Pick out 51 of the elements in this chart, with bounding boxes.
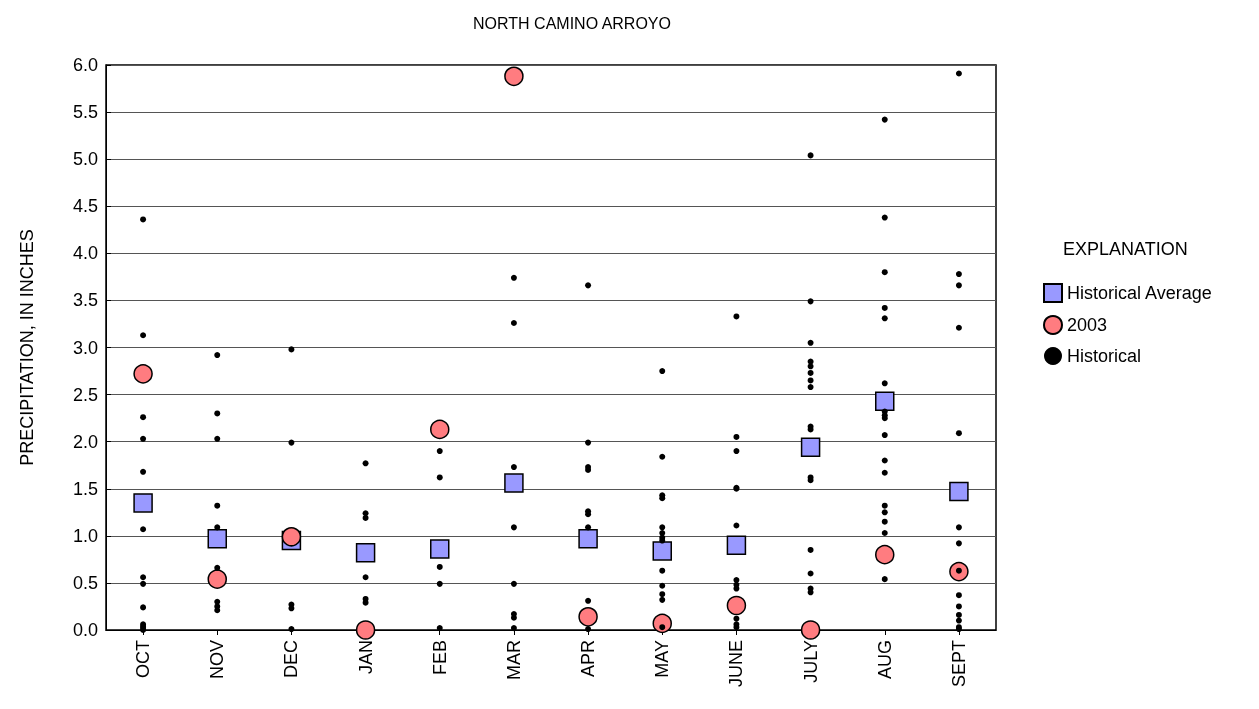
x-tick-label: OCT — [133, 640, 154, 678]
y-tick-label: 5.5 — [72, 102, 98, 123]
x-tick-label: FEB — [429, 640, 450, 676]
point — [652, 541, 672, 561]
point — [726, 595, 747, 616]
point — [578, 528, 598, 549]
y-tick-label: 3.5 — [72, 290, 98, 311]
point — [726, 535, 747, 555]
point — [430, 539, 450, 559]
point — [578, 607, 598, 627]
point — [207, 528, 227, 549]
x-tick-label: JULY — [800, 640, 821, 683]
x-tick-label: MAR — [503, 640, 524, 680]
point — [355, 620, 376, 640]
point — [207, 569, 227, 589]
x-tick-label: JUNE — [726, 640, 747, 688]
x-tick-label: DEC — [281, 640, 302, 679]
x-tick-label: JAN — [355, 640, 376, 675]
point — [133, 493, 153, 513]
x-tick-label: NOV — [207, 640, 228, 680]
y-tick-label: 2.0 — [72, 431, 98, 452]
point — [504, 473, 524, 493]
legend-label: Historical Average — [1067, 283, 1212, 303]
x-tick-label: MAY — [652, 640, 673, 678]
point — [875, 544, 895, 565]
point — [133, 364, 153, 384]
y-tick-label: 4.5 — [72, 196, 98, 217]
point — [504, 66, 524, 87]
x-tick-label: AUG — [874, 640, 895, 680]
legend-label: Historical — [1067, 346, 1142, 366]
y-tick-label: 0.5 — [72, 572, 98, 593]
legend-label: 2003 — [1067, 315, 1108, 335]
point — [430, 419, 450, 440]
x-tick-label: APR — [578, 640, 599, 678]
y-axis-title: PRECIPITATION, IN INCHES — [17, 229, 37, 466]
y-tick-label: 6.0 — [72, 55, 98, 75]
point — [355, 543, 376, 563]
y-tick-label: 3.0 — [72, 337, 98, 358]
y-tick-label: 1.5 — [72, 478, 98, 499]
point — [800, 620, 821, 640]
point — [875, 391, 895, 411]
x-tick-label: SEPT — [948, 640, 969, 688]
y-tick-label: 4.0 — [72, 243, 98, 264]
chart-title: NORTH CAMINO ARROYO — [473, 14, 671, 32]
point — [800, 437, 821, 458]
point — [949, 481, 969, 502]
legend-title: EXPLANATION — [1063, 239, 1188, 259]
y-tick-label: 0.0 — [72, 620, 98, 640]
y-tick-label: 5.0 — [72, 149, 98, 170]
y-tick-label: 2.5 — [72, 384, 98, 405]
y-tick-label: 1.0 — [72, 525, 98, 546]
